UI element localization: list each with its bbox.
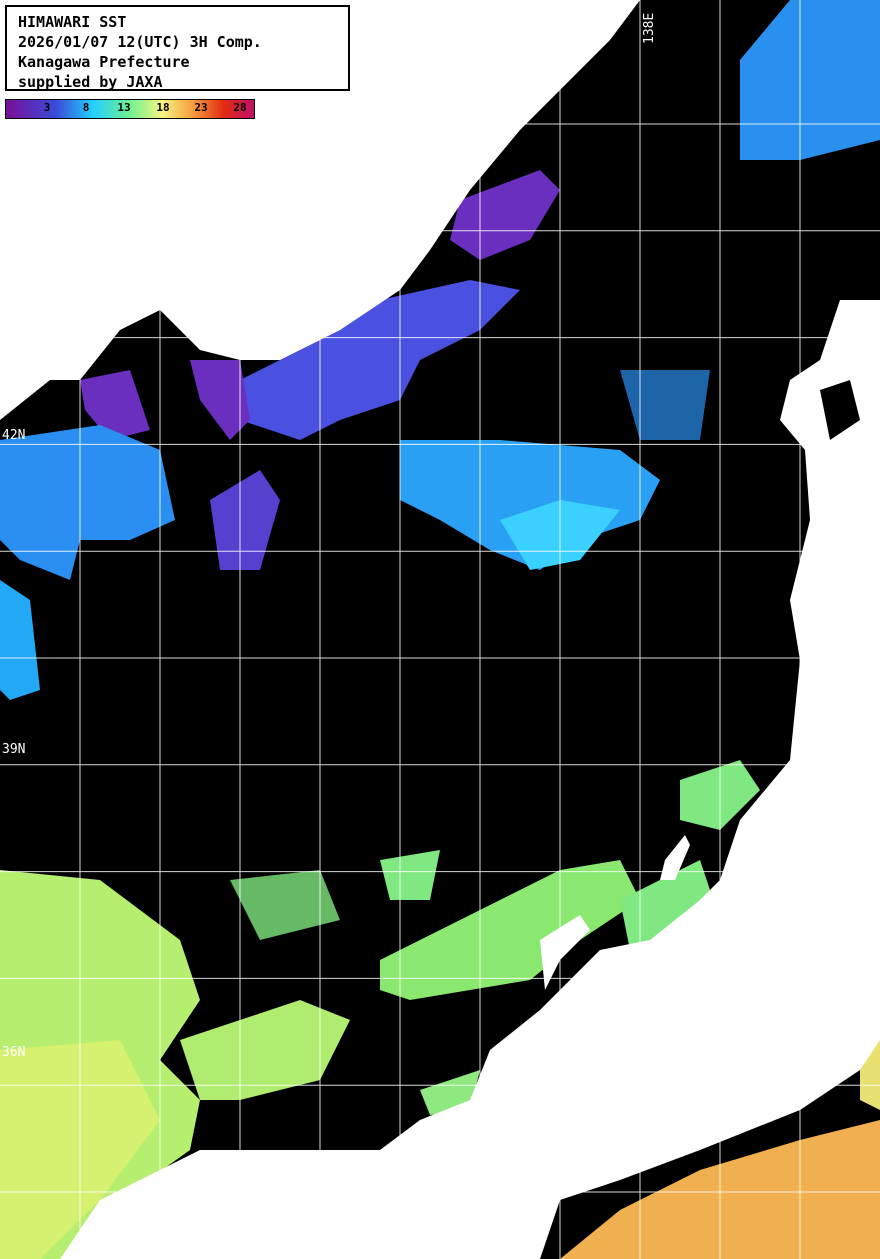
sst-patch-green <box>620 860 710 950</box>
colorbar-tick: 23 <box>194 101 208 114</box>
lon-label-138e: 138E <box>642 12 657 44</box>
lat-label-39n: 39N <box>2 742 26 757</box>
title-box: HIMAWARI SST 2026/01/07 12(UTC) 3H Comp.… <box>5 5 350 91</box>
title-line: 2026/01/07 12(UTC) 3H Comp. <box>18 33 262 51</box>
colorbar-tick: 13 <box>117 101 131 114</box>
sst-patch-green <box>230 870 340 940</box>
sst-patch-violet <box>210 470 280 570</box>
sst-patch-blue <box>400 440 660 570</box>
colorbar-tick: 18 <box>156 101 170 114</box>
sst-patch-purple <box>80 370 150 440</box>
sst-patch-yellow-green <box>180 1000 350 1100</box>
sst-patch-green <box>380 860 640 1000</box>
sst-patch-blue <box>0 425 175 580</box>
sst-patch-blue-violet <box>240 280 520 440</box>
sst-patch-blue <box>0 580 40 700</box>
sst-patch-purple <box>190 360 250 440</box>
lat-label-42n: 42N <box>2 428 26 443</box>
title-line: Kanagawa Prefecture <box>18 53 190 71</box>
title-line: supplied by JAXA <box>18 73 163 91</box>
sst-patch-green <box>380 850 440 900</box>
land-japan <box>60 300 880 1259</box>
colorbar-tick: 28 <box>233 101 247 114</box>
title-line: HIMAWARI SST <box>18 13 127 31</box>
color-scale-bar: 3 8 13 18 23 28 <box>5 99 255 119</box>
colorbar-tick: 3 <box>43 101 51 114</box>
land-sado-island <box>660 835 690 880</box>
sst-patch-blue <box>740 0 880 160</box>
sst-patch-blue <box>620 370 710 440</box>
land-noto <box>540 915 590 990</box>
land-hokkaido-gap <box>820 380 860 440</box>
lat-label-36n: 36N <box>2 1045 26 1060</box>
sst-patch-purple <box>450 170 560 260</box>
colorbar-tick: 8 <box>82 101 90 114</box>
